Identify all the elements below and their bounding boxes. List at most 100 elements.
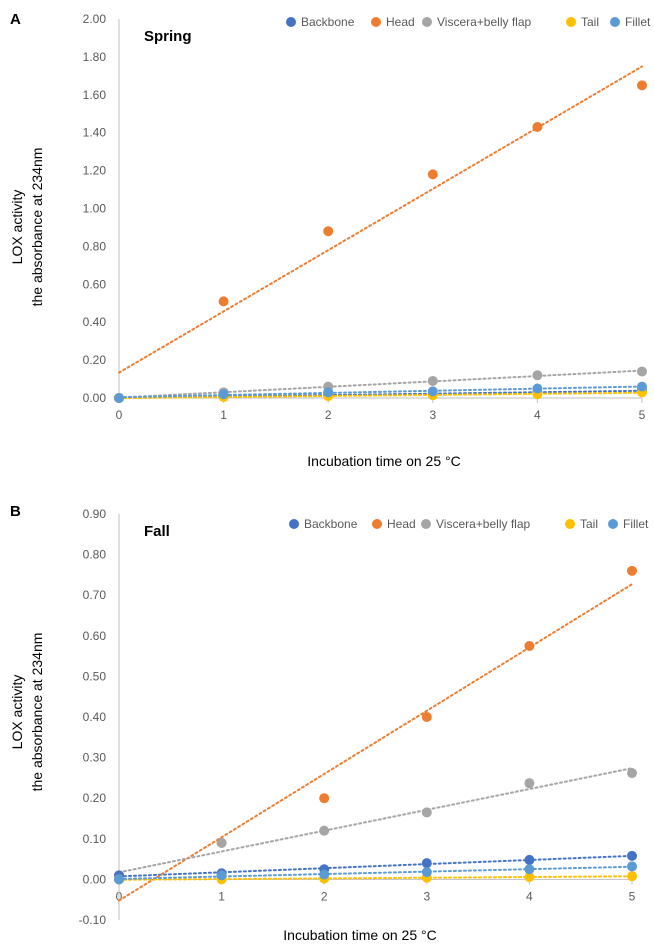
y-tick-label: 2.00 xyxy=(83,12,107,26)
point-viscera-belly-flap xyxy=(421,807,432,818)
panel-label: A xyxy=(10,11,21,28)
legend-marker-backbone xyxy=(286,17,296,27)
point-fillet xyxy=(421,867,432,878)
y-tick-labels: -0.10 0.00 0.10 0.20 0.30 0.40 0.50 0.60 0.70 0.8… xyxy=(79,507,107,927)
point-head xyxy=(323,226,334,237)
x-tick-label: 5 xyxy=(629,889,636,903)
y-tick-label: 0.40 xyxy=(83,315,107,329)
x-tick-label: 3 xyxy=(423,889,430,903)
x-axis-title: Incubation time on 25 °C xyxy=(283,927,436,943)
legend-marker-fillet xyxy=(610,17,620,27)
point-fillet xyxy=(427,386,438,397)
y-tick-label: 1.40 xyxy=(83,126,107,140)
point-fillet xyxy=(218,389,229,400)
y-tick-label: 0.10 xyxy=(83,832,107,846)
data-points xyxy=(114,565,637,885)
point-backbone xyxy=(421,858,432,869)
trendline-viscera-belly-flap xyxy=(118,767,633,874)
point-head xyxy=(421,712,432,722)
trendline-fillet xyxy=(118,865,633,880)
y-axis-title-line-1: LOX activity xyxy=(9,190,25,265)
point-fillet xyxy=(319,869,330,880)
point-tail xyxy=(627,871,637,882)
point-fillet xyxy=(323,387,334,398)
trendline-tail xyxy=(118,391,643,400)
legend-marker-tail xyxy=(566,17,576,27)
legend-label-head: Head xyxy=(386,15,415,29)
legend-marker-viscera-belly-flap xyxy=(421,519,431,529)
point-viscera-belly-flap xyxy=(216,837,227,848)
y-tick-label: 0.00 xyxy=(83,391,107,405)
point-head xyxy=(524,640,535,651)
y-tick-label: 0.00 xyxy=(83,872,107,886)
point-head xyxy=(627,565,637,576)
y-tick-label: 1.20 xyxy=(83,164,107,178)
y-tick-label: 0.20 xyxy=(83,791,107,805)
y-tick-label: 0.80 xyxy=(83,548,107,562)
point-fillet xyxy=(532,383,543,394)
point-backbone xyxy=(524,854,535,865)
x-tick-label: 0 xyxy=(116,408,123,422)
legend-label-backbone: Backbone xyxy=(304,517,358,531)
panel-label: B xyxy=(10,503,21,520)
chart-panel-b: B Fall LOX activity the absorbance at 23… xyxy=(9,503,649,943)
trendline-viscera-belly-flap xyxy=(118,369,643,399)
legend-marker-head xyxy=(372,519,382,529)
y-tick-label: 0.90 xyxy=(83,507,107,521)
x-tick-label: 3 xyxy=(429,408,436,422)
y-tick-label: 0.40 xyxy=(83,710,107,724)
legend-marker-fillet xyxy=(608,519,618,529)
y-tick-label: 0.20 xyxy=(83,353,107,367)
legend-label-viscera-belly-flap: Viscera+belly flap xyxy=(436,517,530,531)
point-fillet xyxy=(114,874,124,885)
point-head xyxy=(319,793,330,804)
legend-marker-viscera-belly-flap xyxy=(422,17,432,27)
legend: Backbone Head Viscera+belly flap Tail Fillet xyxy=(289,517,649,531)
y-tick-labels: 0.00 0.20 0.40 0.60 0.80 1.00 1.20 1.40 1.60 1.80… xyxy=(83,12,107,405)
legend-label-tail: Tail xyxy=(581,15,599,29)
point-head xyxy=(637,80,647,91)
y-tick-label: -0.10 xyxy=(79,913,107,927)
legend-label-viscera-belly-flap: Viscera+belly flap xyxy=(437,15,531,29)
point-viscera-belly-flap xyxy=(627,768,637,779)
y-tick-label: 0.50 xyxy=(83,669,107,683)
chart-title: Spring xyxy=(144,28,192,45)
legend: Backbone Head Viscera+belly flap Tail Fillet xyxy=(286,15,651,29)
point-fillet xyxy=(637,381,647,392)
x-axis-title: Incubation time on 25 °C xyxy=(307,453,460,469)
trendline-tail xyxy=(118,875,633,881)
legend-label-tail: Tail xyxy=(580,517,598,531)
chart-title: Fall xyxy=(144,523,170,540)
trendline-head xyxy=(118,65,643,374)
point-head xyxy=(532,122,543,133)
point-fillet xyxy=(216,870,227,881)
trendline-fillet xyxy=(118,385,643,399)
point-head xyxy=(218,296,229,307)
legend-marker-head xyxy=(371,17,381,27)
y-tick-label: 1.60 xyxy=(83,88,107,102)
y-tick-label: 1.80 xyxy=(83,50,107,64)
x-tick-label: 1 xyxy=(218,889,225,903)
point-fillet xyxy=(524,864,535,875)
x-tick-label: 5 xyxy=(639,408,646,422)
trendline-head xyxy=(118,583,633,902)
point-viscera-belly-flap xyxy=(532,370,543,381)
point-fillet xyxy=(114,393,124,403)
y-axis-title-line-2: the absorbance at 234nm xyxy=(29,633,45,792)
x-tick-label: 2 xyxy=(321,889,328,903)
y-tick-label: 0.30 xyxy=(83,751,107,765)
axes xyxy=(118,19,643,403)
x-tick-label: 1 xyxy=(220,408,227,422)
legend-label-head: Head xyxy=(387,517,416,531)
y-tick-label: 0.70 xyxy=(83,588,107,602)
x-tick-label: 4 xyxy=(526,889,533,903)
y-tick-label: 0.60 xyxy=(83,629,107,643)
point-viscera-belly-flap xyxy=(319,825,330,836)
legend-label-backbone: Backbone xyxy=(301,15,355,29)
trendlines xyxy=(118,65,643,400)
y-tick-label: 0.80 xyxy=(83,239,107,253)
x-tick-label: 4 xyxy=(534,408,541,422)
point-head xyxy=(427,169,438,180)
